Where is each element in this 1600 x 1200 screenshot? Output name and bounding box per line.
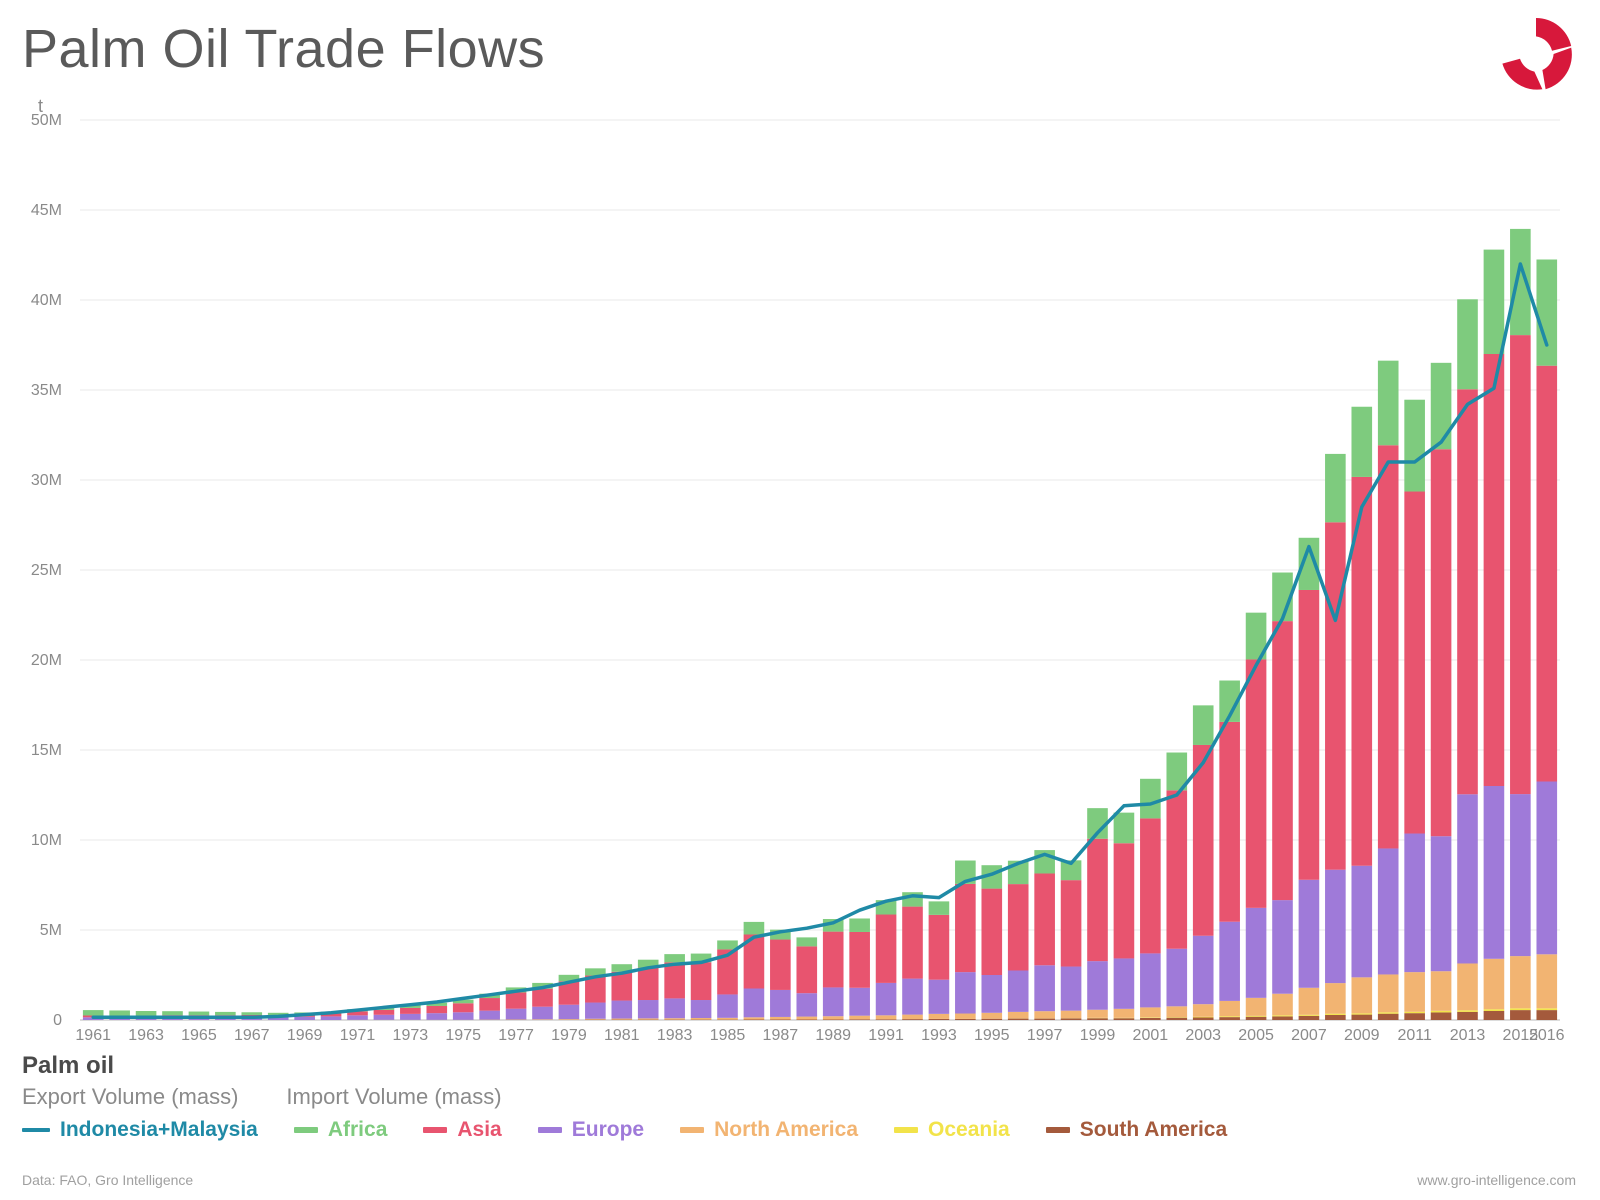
svg-text:2016: 2016	[1529, 1027, 1565, 1044]
chart-plot: 05M10M15M20M25M30M35M40M45M50M1961196319…	[70, 110, 1570, 1050]
svg-text:1963: 1963	[128, 1027, 164, 1044]
svg-text:1999: 1999	[1080, 1027, 1116, 1044]
svg-text:1971: 1971	[340, 1027, 376, 1044]
legend-item: South America	[1046, 1118, 1227, 1142]
svg-text:1991: 1991	[868, 1027, 904, 1044]
legend-swatch-box	[894, 1127, 918, 1133]
legend-swatch-box	[538, 1127, 562, 1133]
legend-swatch-line	[22, 1128, 50, 1132]
page: Palm Oil Trade Flows t 05M10M15M20M25M30…	[0, 0, 1600, 1200]
svg-text:10M: 10M	[31, 832, 62, 849]
legend-label: Indonesia+Malaysia	[60, 1118, 258, 1142]
legend-swatch-box	[1046, 1127, 1070, 1133]
legend-swatch-box	[294, 1127, 318, 1133]
svg-text:25M: 25M	[31, 562, 62, 579]
svg-text:2007: 2007	[1291, 1027, 1327, 1044]
legend-item: Europe	[538, 1118, 644, 1142]
svg-text:1967: 1967	[234, 1027, 270, 1044]
svg-text:2001: 2001	[1133, 1027, 1169, 1044]
svg-text:1983: 1983	[657, 1027, 693, 1044]
svg-text:1973: 1973	[393, 1027, 429, 1044]
svg-text:35M: 35M	[31, 382, 62, 399]
svg-text:1987: 1987	[763, 1027, 799, 1044]
legend-group-export: Export Volume (mass)	[22, 1084, 238, 1110]
legend-item: Indonesia+Malaysia	[22, 1118, 258, 1142]
svg-text:1979: 1979	[551, 1027, 587, 1044]
svg-text:1969: 1969	[287, 1027, 323, 1044]
legend-groups: Export Volume (mass) Import Volume (mass…	[22, 1084, 502, 1110]
svg-text:1985: 1985	[710, 1027, 746, 1044]
svg-text:1981: 1981	[604, 1027, 640, 1044]
svg-text:1995: 1995	[974, 1027, 1010, 1044]
svg-text:0: 0	[53, 1012, 62, 1029]
svg-text:2013: 2013	[1450, 1027, 1486, 1044]
legend-label: South America	[1080, 1118, 1227, 1142]
svg-text:45M: 45M	[31, 202, 62, 219]
svg-text:2011: 2011	[1397, 1027, 1432, 1044]
svg-text:1965: 1965	[181, 1027, 217, 1044]
svg-text:50M: 50M	[31, 112, 62, 129]
legend-label: Africa	[328, 1118, 388, 1142]
site-link: www.gro-intelligence.com	[1417, 1172, 1576, 1188]
legend-item: Oceania	[894, 1118, 1010, 1142]
legend-item: Africa	[294, 1118, 388, 1142]
svg-text:1977: 1977	[498, 1027, 534, 1044]
svg-text:20M: 20M	[31, 652, 62, 669]
svg-text:1997: 1997	[1027, 1027, 1063, 1044]
svg-text:1993: 1993	[921, 1027, 957, 1044]
legend-label: Europe	[572, 1118, 644, 1142]
legend-label: Oceania	[928, 1118, 1010, 1142]
gro-logo	[1496, 14, 1576, 99]
svg-text:2009: 2009	[1344, 1027, 1380, 1044]
legend-item: Asia	[423, 1118, 501, 1142]
legend-label: North America	[714, 1118, 858, 1142]
page-title: Palm Oil Trade Flows	[22, 18, 545, 80]
legend-items: Indonesia+Malaysia Africa Asia Europe North …	[22, 1118, 1227, 1142]
svg-text:1975: 1975	[445, 1027, 481, 1044]
legend-label: Asia	[457, 1118, 501, 1142]
svg-text:1961: 1961	[75, 1027, 111, 1044]
credits-text: Data: FAO, Gro Intelligence	[22, 1172, 193, 1188]
chart-subtitle: Palm oil	[22, 1052, 114, 1080]
legend-swatch-box	[680, 1127, 704, 1133]
legend-group-import: Import Volume (mass)	[286, 1084, 501, 1110]
svg-text:2003: 2003	[1185, 1027, 1221, 1044]
svg-text:30M: 30M	[31, 472, 62, 489]
svg-text:5M: 5M	[40, 922, 62, 939]
legend-item: North America	[680, 1118, 858, 1142]
legend-swatch-box	[423, 1127, 447, 1133]
svg-text:15M: 15M	[31, 742, 62, 759]
svg-text:40M: 40M	[31, 292, 62, 309]
svg-text:2005: 2005	[1238, 1027, 1274, 1044]
svg-text:1989: 1989	[815, 1027, 851, 1044]
